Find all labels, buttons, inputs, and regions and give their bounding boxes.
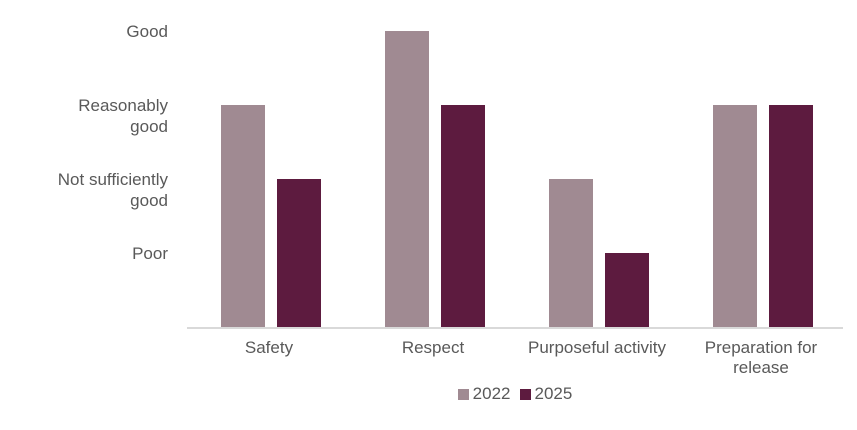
legend-item-2025: 2025: [519, 384, 573, 404]
x-label-purposeful-activity: Purposeful activity: [528, 338, 666, 357]
bar-2025-purposeful-activity: [605, 253, 649, 327]
legend-swatch-2022-icon: [457, 388, 469, 400]
bar-2022-safety: [221, 105, 265, 327]
x-label-preparation-for-release: Preparation for release: [704, 338, 818, 377]
bar-2025-respect: [441, 105, 485, 327]
legend: 2022 2025: [187, 384, 843, 404]
x-label-respect: Respect: [401, 338, 465, 357]
legend-label-2022: 2022: [472, 384, 511, 403]
y-tick-reasonably-good: Reasonably good: [78, 96, 168, 136]
bar-2025-preparation-for-release: [769, 105, 813, 327]
y-tick-not-sufficiently-good: Not sufficiently good: [57, 170, 168, 210]
legend-label-2025: 2025: [534, 384, 573, 403]
legend-item-2022: 2022: [457, 384, 511, 404]
x-axis-line: [187, 327, 843, 329]
y-tick-good: Good: [126, 22, 168, 41]
y-tick-poor: Poor: [132, 244, 168, 263]
legend-swatch-2025-icon: [519, 388, 531, 400]
bar-2025-safety: [277, 179, 321, 327]
bar-2022-purposeful-activity: [549, 179, 593, 327]
bar-2022-preparation-for-release: [713, 105, 757, 327]
bar-2022-respect: [385, 31, 429, 327]
x-label-safety: Safety: [244, 338, 294, 357]
